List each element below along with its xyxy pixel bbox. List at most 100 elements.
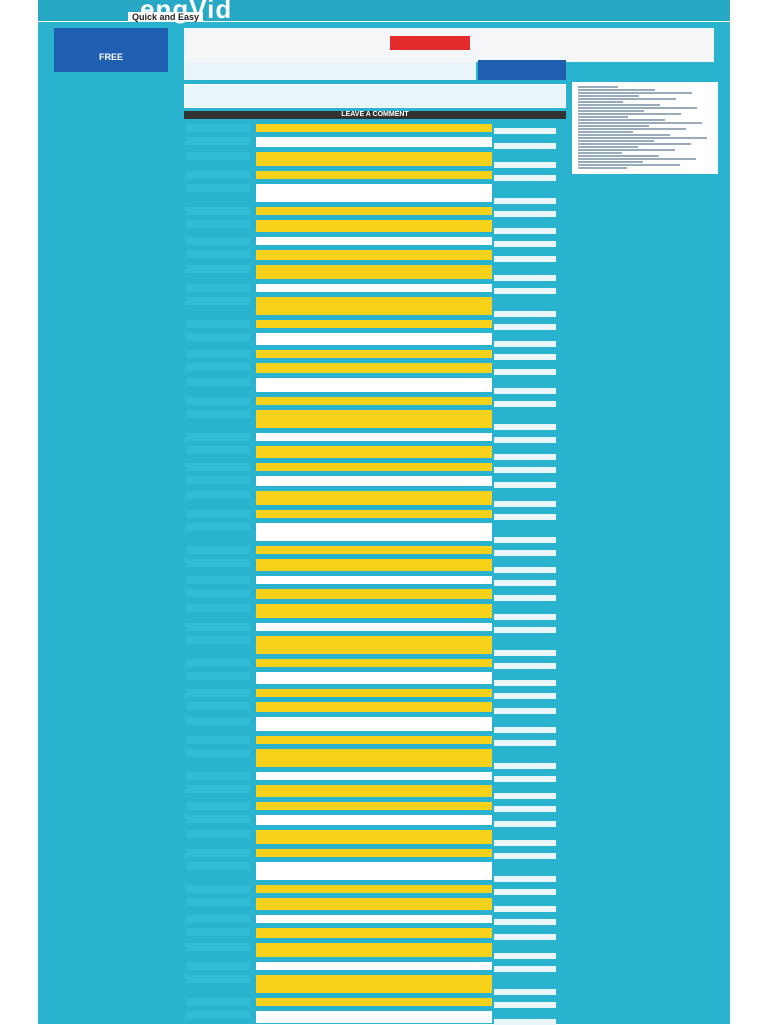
comment-author[interactable] — [186, 320, 250, 328]
comment-author[interactable] — [186, 962, 250, 970]
reply-button[interactable] — [494, 708, 556, 714]
comment-author[interactable] — [186, 998, 250, 1006]
reply-button[interactable] — [494, 680, 556, 686]
comment-author[interactable] — [186, 785, 250, 793]
reply-button[interactable] — [494, 454, 556, 460]
reply-button[interactable] — [494, 595, 556, 601]
comment-author[interactable] — [186, 250, 250, 258]
comment-author[interactable] — [186, 576, 250, 584]
reply-button[interactable] — [494, 482, 556, 488]
comment-author[interactable] — [186, 928, 250, 936]
comment-author[interactable] — [186, 717, 250, 725]
reply-button[interactable] — [494, 514, 556, 520]
comment-author[interactable] — [186, 830, 250, 838]
reply-button[interactable] — [494, 889, 556, 895]
comment-author[interactable] — [186, 689, 250, 697]
reply-button[interactable] — [494, 424, 556, 430]
reply-button[interactable] — [494, 776, 556, 782]
quiz-box[interactable] — [184, 84, 566, 108]
comment-author[interactable] — [186, 975, 250, 983]
comment-author[interactable] — [186, 137, 250, 145]
reply-button[interactable] — [494, 175, 556, 181]
comment-author[interactable] — [186, 802, 250, 810]
reply-button[interactable] — [494, 693, 556, 699]
reply-button[interactable] — [494, 906, 556, 912]
reply-button[interactable] — [494, 580, 556, 586]
comment-author[interactable] — [186, 363, 250, 371]
comment-author[interactable] — [186, 124, 250, 132]
comment-author[interactable] — [186, 915, 250, 923]
reply-button[interactable] — [494, 369, 556, 375]
comment-author[interactable] — [186, 815, 250, 823]
comment-author[interactable] — [186, 171, 250, 179]
comment-author[interactable] — [186, 604, 250, 612]
reply-button[interactable] — [494, 919, 556, 925]
comment-author[interactable] — [186, 623, 250, 631]
reply-button[interactable] — [494, 467, 556, 473]
comment-author[interactable] — [186, 885, 250, 893]
reply-button[interactable] — [494, 567, 556, 573]
comment-author[interactable] — [186, 152, 250, 160]
comment-author[interactable] — [186, 749, 250, 757]
reply-button[interactable] — [494, 614, 556, 620]
comment-author[interactable] — [186, 491, 250, 499]
reply-button[interactable] — [494, 288, 556, 294]
reply-button[interactable] — [494, 853, 556, 859]
reply-button[interactable] — [494, 143, 556, 149]
reply-button[interactable] — [494, 650, 556, 656]
comment-author[interactable] — [186, 220, 250, 228]
reply-button[interactable] — [494, 437, 556, 443]
reply-button[interactable] — [494, 821, 556, 827]
comment-author[interactable] — [186, 523, 250, 531]
comment-author[interactable] — [186, 636, 250, 644]
reply-button[interactable] — [494, 241, 556, 247]
comment-author[interactable] — [186, 476, 250, 484]
promo-banner[interactable] — [390, 36, 470, 50]
reply-button[interactable] — [494, 1019, 556, 1025]
comment-author[interactable] — [186, 510, 250, 518]
reply-button[interactable] — [494, 727, 556, 733]
comment-author[interactable] — [186, 659, 250, 667]
comment-author[interactable] — [186, 207, 250, 215]
reply-button[interactable] — [494, 663, 556, 669]
comment-author[interactable] — [186, 284, 250, 292]
comment-author[interactable] — [186, 862, 250, 870]
right-ad[interactable] — [478, 60, 566, 80]
comment-author[interactable] — [186, 772, 250, 780]
reply-button[interactable] — [494, 966, 556, 972]
reply-button[interactable] — [494, 989, 556, 995]
reply-button[interactable] — [494, 763, 556, 769]
comment-author[interactable] — [186, 672, 250, 680]
reply-button[interactable] — [494, 162, 556, 168]
reply-button[interactable] — [494, 740, 556, 746]
reply-button[interactable] — [494, 953, 556, 959]
comment-author[interactable] — [186, 546, 250, 554]
reply-button[interactable] — [494, 198, 556, 204]
reply-button[interactable] — [494, 876, 556, 882]
reply-button[interactable] — [494, 256, 556, 262]
reply-button[interactable] — [494, 324, 556, 330]
reply-button[interactable] — [494, 806, 556, 812]
comment-author[interactable] — [186, 333, 250, 341]
comment-author[interactable] — [186, 463, 250, 471]
comment-author[interactable] — [186, 184, 250, 192]
leave-comment-bar[interactable]: LEAVE A COMMENT — [184, 111, 566, 119]
reply-button[interactable] — [494, 128, 556, 134]
reply-button[interactable] — [494, 354, 556, 360]
comment-author[interactable] — [186, 237, 250, 245]
comment-author[interactable] — [186, 1011, 250, 1019]
comment-author[interactable] — [186, 736, 250, 744]
comment-author[interactable] — [186, 446, 250, 454]
reply-button[interactable] — [494, 1002, 556, 1008]
comment-author[interactable] — [186, 410, 250, 418]
related-lessons[interactable] — [184, 62, 476, 80]
comment-author[interactable] — [186, 559, 250, 567]
comment-author[interactable] — [186, 265, 250, 273]
reply-button[interactable] — [494, 550, 556, 556]
comment-author[interactable] — [186, 589, 250, 597]
reply-button[interactable] — [494, 275, 556, 281]
comment-author[interactable] — [186, 702, 250, 710]
reply-button[interactable] — [494, 934, 556, 940]
comment-author[interactable] — [186, 397, 250, 405]
reply-button[interactable] — [494, 341, 556, 347]
